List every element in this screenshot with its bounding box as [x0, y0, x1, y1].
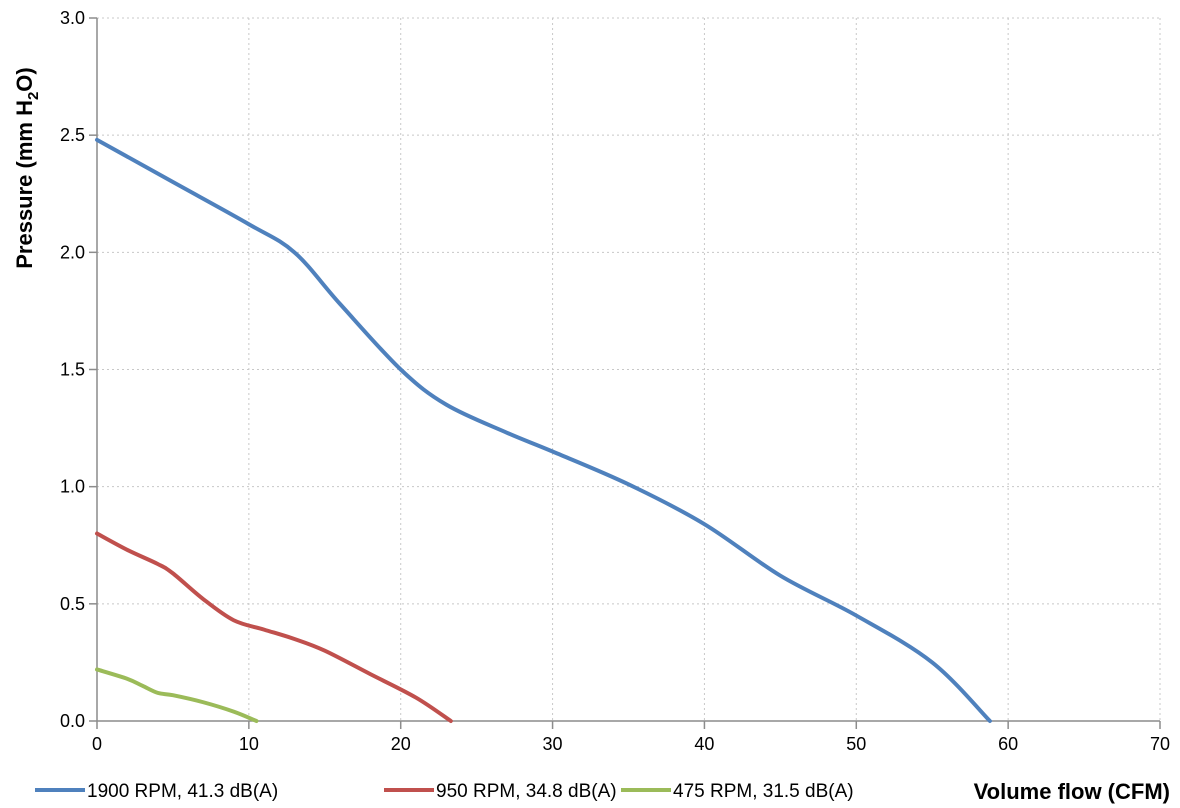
- legend: 1900 RPM, 41.3 dB(A) 950 RPM, 34.8 dB(A) 4…: [35, 781, 854, 802]
- legend-item: 1900 RPM, 41.3 dB(A): [35, 781, 278, 802]
- x-tick-label: 40: [694, 734, 714, 754]
- legend-item: 475 RPM, 31.5 dB(A): [621, 781, 854, 802]
- legend-label: 475 RPM, 31.5 dB(A): [673, 781, 854, 802]
- y-axis-title-part-2: O): [12, 67, 37, 91]
- x-tick-label: 70: [1150, 734, 1170, 754]
- x-tick-label: 60: [998, 734, 1018, 754]
- y-axis-ticks: 0.0 0.5 1.0 1.5 2.0 2.5 3.0: [60, 8, 97, 731]
- legend-item: 950 RPM, 34.8 dB(A): [384, 781, 617, 802]
- x-tick-label: 50: [846, 734, 866, 754]
- series-475-rpm-line: [95, 667, 259, 723]
- x-tick-label: 30: [543, 734, 563, 754]
- y-axis-title: Pressure (mm H2O): [12, 67, 42, 269]
- legend-label: 950 RPM, 34.8 dB(A): [436, 781, 617, 802]
- y-tick-label: 0.0: [60, 711, 85, 731]
- legend-label: 1900 RPM, 41.3 dB(A): [87, 781, 278, 802]
- y-tick-label: 3.0: [60, 8, 85, 28]
- data-series: [95, 137, 992, 723]
- y-tick-label: 2.0: [60, 242, 85, 262]
- y-axis-title-subscript: 2: [25, 92, 42, 100]
- x-tick-label: 10: [239, 734, 259, 754]
- y-tick-label: 1.0: [60, 477, 85, 497]
- series-950-rpm-line: [95, 531, 453, 723]
- gridlines: [97, 17, 1161, 721]
- y-tick-label: 0.5: [60, 594, 85, 614]
- x-tick-label: 20: [391, 734, 411, 754]
- series-1900-rpm-line: [95, 137, 992, 723]
- x-axis-ticks: 0 10 20 30 40 50 60 70: [92, 721, 1170, 754]
- y-tick-label: 1.5: [60, 360, 85, 380]
- y-tick-label: 2.5: [60, 125, 85, 145]
- x-tick-label: 0: [92, 734, 102, 754]
- x-axis-title: Volume flow (CFM): [974, 779, 1170, 804]
- y-axis-title-part-1: Pressure (mm H: [12, 100, 37, 269]
